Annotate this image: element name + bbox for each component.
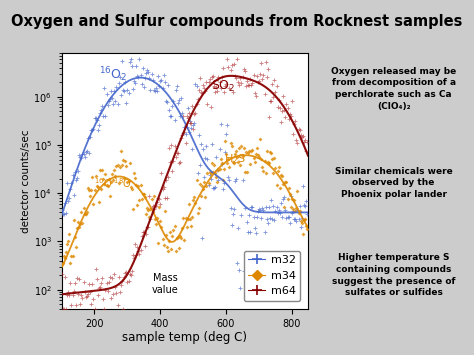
Text: Oxygen and Sulfur compounds from Rocknest samples: Oxygen and Sulfur compounds from Rocknes… (11, 14, 463, 29)
Y-axis label: detector counts/sec: detector counts/sec (21, 129, 31, 233)
Text: Oxygen released may be
from decomposition of a
perchlorate such as Ca
(ClO₄)₂: Oxygen released may be from decompositio… (331, 66, 456, 111)
X-axis label: sample temp (deg C): sample temp (deg C) (122, 331, 247, 344)
Text: Similar chemicals were
observed by the
Phoenix polar lander: Similar chemicals were observed by the P… (335, 166, 453, 199)
Text: H$_2$S: H$_2$S (224, 152, 246, 165)
Text: Mass
value: Mass value (152, 273, 179, 295)
Text: $^{16}$O $^{18}$O: $^{16}$O $^{18}$O (94, 176, 133, 190)
Text: SO$_2$: SO$_2$ (211, 79, 236, 94)
Text: $^{16}$O$_2$: $^{16}$O$_2$ (100, 66, 128, 84)
Legend: m32, m34, m64: m32, m34, m64 (244, 251, 300, 301)
Text: Higher temperature S
containing compounds
suggest the presence of
sulfates or su: Higher temperature S containing compound… (332, 253, 456, 297)
